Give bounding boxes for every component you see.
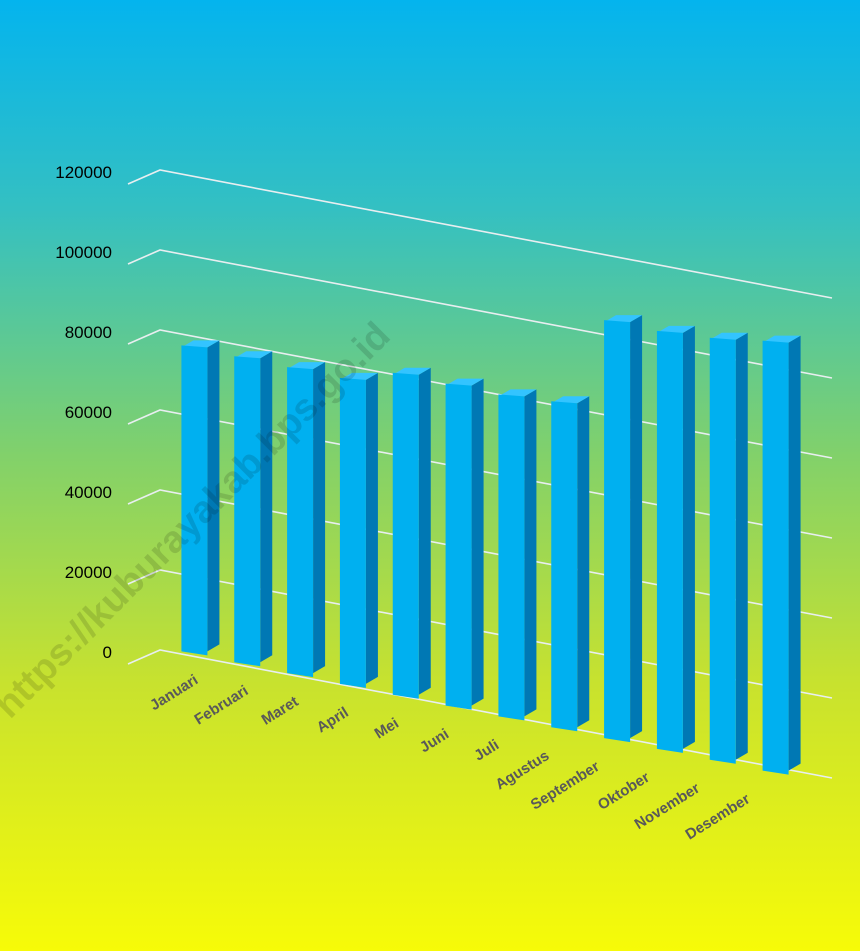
bar-top [234,351,273,359]
y-tick-label: 120000 [55,163,112,182]
bar-front [392,372,419,699]
bar [498,389,537,721]
bar [287,362,326,678]
bar [604,315,643,743]
bar-front [234,356,261,667]
bar [234,351,273,667]
bar-front [339,377,366,688]
bar-side [682,325,695,749]
bar-top [762,335,801,343]
bar-front [445,383,472,710]
bar [709,332,748,764]
bar-top [287,362,326,370]
bar-front [709,337,736,764]
bar-top [339,372,378,380]
bar-front [551,401,578,732]
bar-top [656,325,695,333]
x-tick-label: Mei [372,715,402,743]
x-tick-label: Oktober [595,769,653,814]
y-axis-tick-labels: 0 20000 40000 60000 80000 100000 120000 [55,163,112,662]
bar-top [709,332,748,340]
bar-top [181,340,220,348]
bar-side [735,332,748,760]
x-tick-label: April [314,704,352,737]
bar-front [498,394,525,721]
bar-side [365,372,378,684]
bar-side [524,389,537,717]
gridlines [127,169,833,779]
x-tick-label: Agustus [492,747,552,793]
bar-top [498,389,537,397]
bar [392,367,431,699]
bar-front [287,367,314,678]
x-tick-label: Januari [147,671,201,714]
bar-side [788,335,801,771]
bar [445,378,484,710]
bar-top [551,396,590,404]
bar-top [445,378,484,386]
y-tick-label: 20000 [65,563,112,582]
bar-front [762,340,789,775]
x-tick-label: Juli [471,736,502,764]
bar [339,372,378,688]
bar-front [604,320,631,743]
bar [551,396,590,732]
bar-side [260,351,273,663]
bar-front [656,330,683,753]
bar-front [181,345,208,656]
bar [762,335,801,775]
bars [181,315,801,775]
bar-side [630,315,643,739]
bar [181,340,220,656]
x-tick-label: Maret [259,693,302,729]
y-tick-label: 0 [103,643,112,662]
gridline [127,169,833,299]
x-tick-label: Juni [417,726,452,757]
y-tick-label: 80000 [65,323,112,342]
x-tick-label: Februari [191,682,251,728]
bar-side [577,396,590,728]
y-tick-label: 40000 [65,483,112,502]
bar [656,325,695,753]
bar-top [604,315,643,323]
bar-side [313,362,326,674]
bar-side [418,367,431,695]
y-tick-label: 60000 [65,403,112,422]
bar-side [471,378,484,706]
bar-top [392,367,431,375]
y-tick-label: 100000 [55,243,112,262]
bar-side [207,340,220,652]
